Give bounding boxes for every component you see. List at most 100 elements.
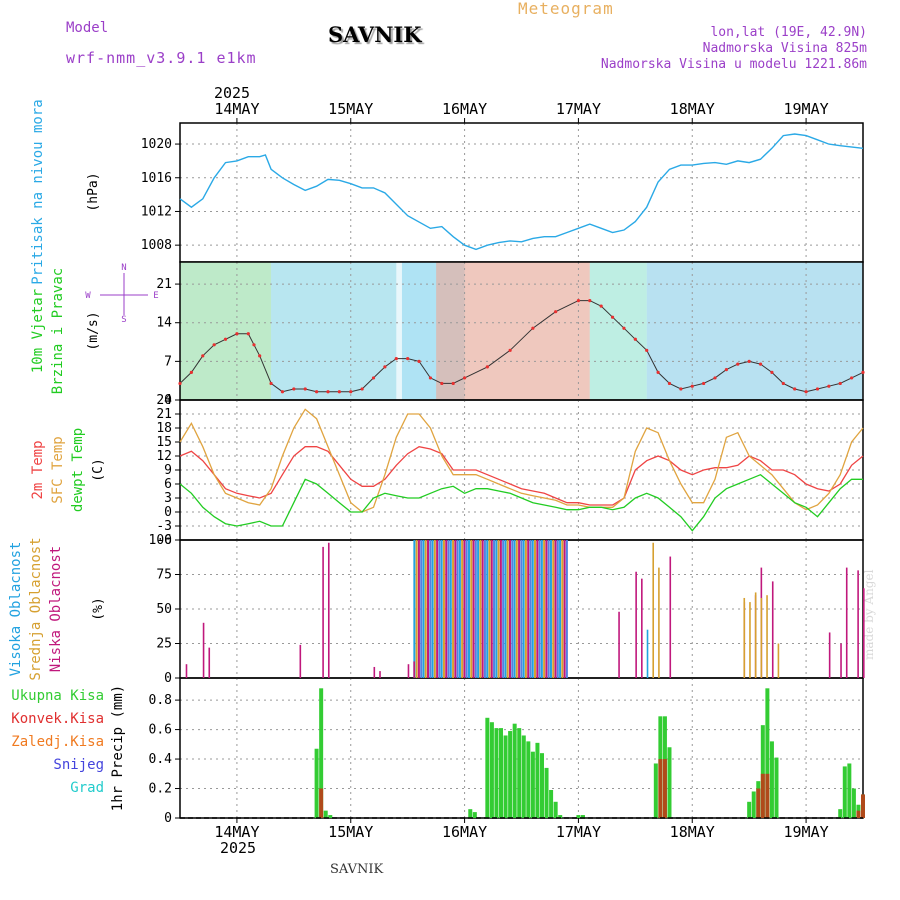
precip-bar <box>508 731 513 818</box>
cloud-bar <box>483 540 486 678</box>
precip-bar <box>535 742 540 818</box>
wind-speed-point <box>223 337 228 341</box>
precip-bar <box>760 725 765 818</box>
temperature-ytick-label: 21 <box>156 407 172 422</box>
precipitation-ytick-label: 0 <box>164 811 172 826</box>
wind-speed-point <box>269 381 273 386</box>
cloud-bar <box>565 540 568 678</box>
cloud-bar <box>840 643 842 678</box>
temperature-ytick-label: -3 <box>156 519 172 534</box>
cloud-bar <box>540 540 543 678</box>
lonlat-label: lon,lat (19E, 42.9N) <box>710 25 867 40</box>
cloud-bar <box>422 540 425 678</box>
wind-speed-point <box>838 381 842 386</box>
precip-bar <box>558 815 563 818</box>
temp-ylabel-dewpt: dewpt Temp <box>70 428 86 512</box>
cloud-bar <box>646 629 649 678</box>
wind-speed-point <box>212 343 216 347</box>
year-label-top: 2025 <box>214 84 250 102</box>
wind-speed-point <box>189 370 193 374</box>
cloud-bar <box>529 540 532 678</box>
cloud-bar <box>497 540 500 678</box>
cloud-bar <box>749 602 751 678</box>
temperature-ytick-label: 3 <box>164 491 172 506</box>
wind-speed-point <box>178 381 182 386</box>
cloud-bar <box>556 540 559 678</box>
wind-speed-point <box>588 299 592 303</box>
cloud-bar <box>490 540 493 678</box>
wind-speed-point <box>713 376 717 380</box>
compass-w: W <box>85 291 91 301</box>
cloud-bar <box>433 540 436 678</box>
date-label-top: 17MAY <box>556 100 601 118</box>
cloud-bar <box>534 540 537 678</box>
cloud-bar <box>531 540 534 678</box>
temp-ylabel-2m: 2m Temp <box>30 440 46 499</box>
date-label-top: 15MAY <box>328 100 373 118</box>
temperature-ytick-label: 9 <box>164 463 172 478</box>
wind-speed-point <box>292 387 296 391</box>
pressure-ytick-label: 1016 <box>141 171 172 186</box>
cloud-bar <box>499 540 502 678</box>
meteogram-title: Meteogram <box>518 0 614 18</box>
cloud-bar <box>563 540 566 678</box>
wind-speed-point <box>235 332 239 336</box>
year-label-bottom: 2025 <box>220 839 256 857</box>
cloud-bar <box>477 540 480 678</box>
cloud-ylabel-mid: Srednja Oblacnost <box>28 537 44 680</box>
precipitation-ytick-label: 0.6 <box>149 723 172 738</box>
cloud-bar <box>538 540 541 678</box>
wind-speed-point <box>451 381 455 386</box>
cloud-unit: (%) <box>91 597 106 620</box>
cloud-ylabel-low: Niska Oblacnost <box>48 546 64 672</box>
cloud-bar <box>545 540 548 678</box>
cloud-bar <box>322 546 324 678</box>
temperature-ytick-label: 15 <box>156 435 172 450</box>
wind-speed-point <box>462 376 467 380</box>
wind-speed-point <box>702 381 706 386</box>
cloud-bar <box>470 540 473 678</box>
precip-bar <box>489 722 494 818</box>
precip-bar <box>662 759 667 818</box>
wind-speed-point <box>827 384 831 388</box>
precipitation-panel: 0 0.2 0.4 0.6 0.8 <box>149 677 864 826</box>
precip-bar <box>328 815 333 818</box>
wind-ylabel: 10m Vjetar <box>30 289 46 373</box>
cloud-bar <box>299 644 302 678</box>
wind-speed-point <box>246 332 250 336</box>
temperature-ytick-label: 12 <box>156 449 172 464</box>
date-label-top: 14MAY <box>214 100 259 118</box>
cloud-bar <box>547 540 550 678</box>
cloud-bar <box>495 540 498 678</box>
cloud-bar <box>440 540 443 678</box>
wind-speed-point <box>850 376 854 380</box>
cloud-bar <box>442 540 445 678</box>
cloud-bar <box>766 595 768 678</box>
cloud-bar <box>845 567 848 678</box>
model-altitude-label: Nadmorska Visina u modelu 1221.86m <box>600 57 867 72</box>
date-label-top: 19MAY <box>784 100 829 118</box>
wind-barb-band <box>180 262 272 400</box>
temperature-ytick-label: 6 <box>164 477 172 492</box>
cloud-bar <box>481 540 484 678</box>
cloud-bar <box>524 540 527 678</box>
cloud-bar <box>658 567 660 678</box>
cloud-bar <box>828 632 831 678</box>
precip-bar <box>747 801 752 818</box>
wind-speed-point <box>815 387 820 391</box>
wind-ytick-label: 14 <box>156 316 172 331</box>
wind-speed-point <box>610 315 615 319</box>
precip-bar <box>494 728 499 818</box>
date-label-bottom: 19MAY <box>784 823 829 841</box>
cloud-bar <box>208 647 211 678</box>
cloud-bar <box>454 540 457 678</box>
cloud-bar <box>486 540 489 678</box>
precip-bar <box>549 790 554 818</box>
cloud-bar <box>431 540 434 678</box>
cloud-bar <box>413 661 415 678</box>
wind-speed-point <box>394 357 398 361</box>
cloud-bar <box>511 540 514 678</box>
cloud-bar <box>415 540 418 678</box>
cloud-bar <box>467 540 470 678</box>
precip-bar <box>521 735 526 818</box>
